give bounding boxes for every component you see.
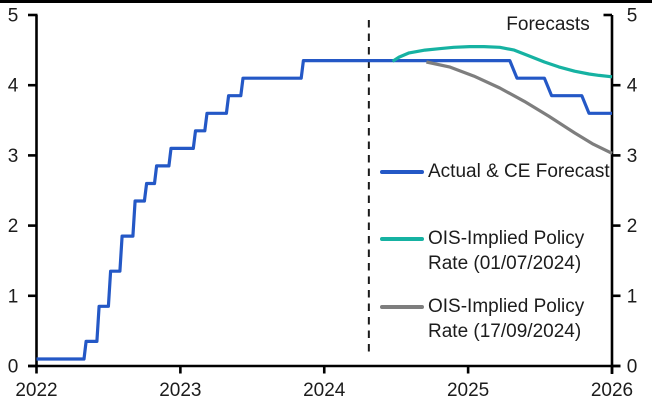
right-y-tick-label: 4 xyxy=(627,76,638,97)
x-tick-label: 2022 xyxy=(15,380,57,401)
right-y-tick-label: 0 xyxy=(627,357,638,378)
right-y-tick-label: 2 xyxy=(627,216,638,237)
x-tick-label: 2023 xyxy=(159,380,201,401)
right-y-tick-label: 3 xyxy=(627,146,638,167)
left-y-tick-label: 2 xyxy=(8,216,19,237)
x-tick-label: 2025 xyxy=(447,380,489,401)
x-tick-label: 2024 xyxy=(303,380,346,401)
top-border xyxy=(0,0,652,3)
right-y-tick-label: 5 xyxy=(627,6,638,27)
left-y-tick-label: 0 xyxy=(8,357,19,378)
series-line-actual-ce-forecast xyxy=(36,59,612,361)
x-tick-label: 2026 xyxy=(591,380,633,401)
left-y-tick-label: 1 xyxy=(8,286,19,307)
right-y-tick-label: 1 xyxy=(627,286,638,307)
left-y-tick-label: 3 xyxy=(8,146,19,167)
left-y-tick-label: 5 xyxy=(8,6,19,27)
series-line-ois-implied-policy-rate-17-09-2024 xyxy=(426,60,613,155)
left-y-tick-label: 4 xyxy=(8,76,19,97)
series-line-ois-implied-policy-rate-01-07-2024 xyxy=(391,45,613,79)
